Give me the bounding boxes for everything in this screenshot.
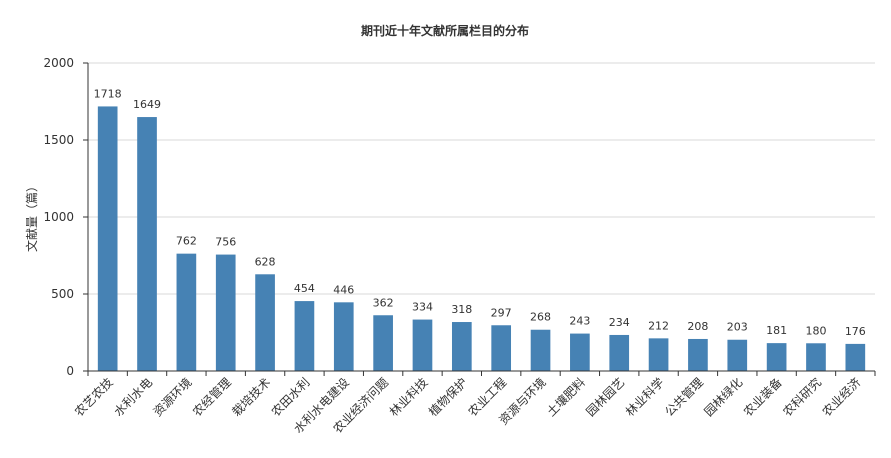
x-tick-label: 土壤肥料 xyxy=(543,375,588,420)
bar xyxy=(215,254,236,371)
bar xyxy=(137,117,157,371)
data-label: 268 xyxy=(530,311,551,324)
bar xyxy=(688,338,708,371)
data-label: 208 xyxy=(687,320,708,333)
y-tick-label: 500 xyxy=(51,287,74,301)
data-label: 334 xyxy=(412,301,433,314)
bar xyxy=(806,343,826,371)
x-axis-ticks: 农艺农技水利水电资源环境农经管理栽培技术农田水利水利水电建设农业经济问题林业科技… xyxy=(72,375,864,437)
data-label: 176 xyxy=(845,325,866,338)
data-label: 756 xyxy=(215,236,236,249)
bar xyxy=(294,301,315,371)
bar xyxy=(451,322,472,371)
bar xyxy=(255,274,275,371)
x-tick-label: 农艺农技 xyxy=(72,375,116,419)
x-tick-label: 农业装备 xyxy=(741,375,785,419)
data-labels: 1718 1649 762 756 628 454 446 362 334 318 297 268 24… xyxy=(94,87,866,337)
x-tick-label: 植物保护 xyxy=(425,375,470,420)
x-tick-label: 水利水电 xyxy=(111,375,155,419)
data-label: 234 xyxy=(609,316,630,329)
x-tick-label: 林业科技 xyxy=(387,375,431,419)
bar xyxy=(609,334,630,371)
data-label: 1649 xyxy=(133,98,161,111)
y-tick-label: 1500 xyxy=(43,133,74,147)
x-tick-label: 公共管理 xyxy=(661,375,706,420)
bar xyxy=(648,338,669,371)
data-label: 446 xyxy=(333,283,354,296)
data-label: 297 xyxy=(491,306,512,319)
bar xyxy=(570,333,590,371)
x-tick-label: 林业科学 xyxy=(622,375,667,420)
data-label: 181 xyxy=(766,324,787,337)
x-tick-label: 农经管理 xyxy=(189,375,234,420)
data-label: 628 xyxy=(255,255,276,268)
x-tick-label: 园林园艺 xyxy=(583,375,627,419)
bar xyxy=(727,339,748,371)
y-axis-label: 文献量（篇） xyxy=(24,180,39,252)
x-tick-label: 园林绿化 xyxy=(701,375,746,420)
y-tick-label: 2000 xyxy=(43,56,74,70)
x-tick-label: 农业经济 xyxy=(819,375,864,420)
data-label: 203 xyxy=(727,321,748,334)
data-label: 243 xyxy=(569,315,590,328)
axes xyxy=(83,62,876,376)
y-tick-label: 0 xyxy=(66,364,74,378)
bar xyxy=(333,302,354,371)
data-label: 180 xyxy=(805,324,826,337)
bar xyxy=(412,319,433,371)
bar xyxy=(373,315,393,371)
bars xyxy=(97,106,866,371)
data-label: 212 xyxy=(648,319,669,332)
grid-lines xyxy=(88,62,875,295)
data-label: 454 xyxy=(294,282,315,295)
bar xyxy=(845,343,866,371)
x-tick-label: 资源环境 xyxy=(150,375,195,420)
bar xyxy=(766,343,787,371)
data-label: 318 xyxy=(451,303,472,316)
data-label: 1718 xyxy=(94,87,122,100)
bar xyxy=(97,106,118,371)
chart-title: 期刊近十年文献所属栏目的分布 xyxy=(361,23,529,38)
y-tick-label: 1000 xyxy=(43,210,74,224)
y-axis-ticks: 0 500 1000 1500 2000 xyxy=(43,56,74,378)
x-tick-label: 农科研究 xyxy=(780,375,825,420)
data-label: 762 xyxy=(176,235,197,248)
bar xyxy=(491,325,512,371)
data-label: 362 xyxy=(373,296,394,309)
bar xyxy=(530,329,551,371)
x-tick-label: 栽培技术 xyxy=(229,375,274,420)
bar xyxy=(176,253,197,371)
